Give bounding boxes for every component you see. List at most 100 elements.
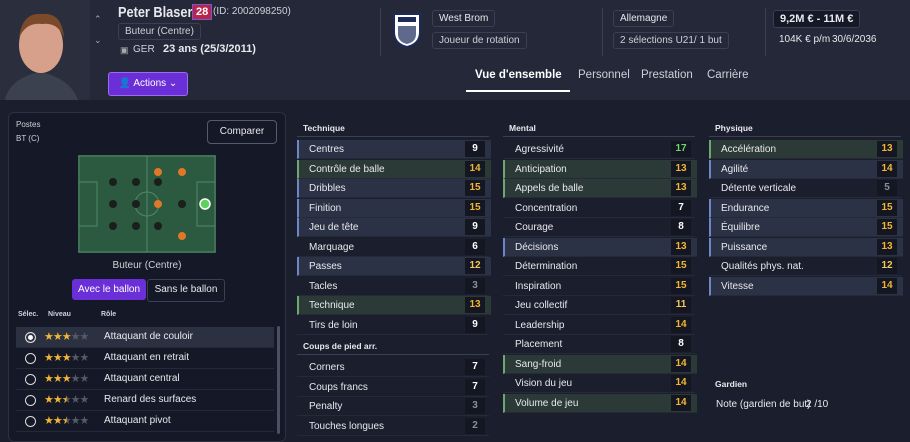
attribute-name: Corners xyxy=(309,362,345,373)
attribute-row xyxy=(297,316,489,335)
attribute-row xyxy=(297,296,491,315)
attribute-value: 13 xyxy=(671,238,691,255)
section-line xyxy=(503,136,695,137)
attribute-name: Tirs de loin xyxy=(309,319,358,331)
attribute-row xyxy=(503,277,695,296)
radio[interactable] xyxy=(25,395,36,406)
attribute-value: 3 xyxy=(465,277,485,294)
attribute-value: 13 xyxy=(671,180,691,196)
attribute-value: 13 xyxy=(877,238,897,255)
section-line xyxy=(297,136,489,137)
attribute-name: Appels de balle xyxy=(515,183,584,194)
squad-number: 28 xyxy=(192,4,213,20)
attribute-row xyxy=(297,417,489,436)
toggle-on[interactable]: Avec le ballon xyxy=(72,279,146,300)
attribute-name: Volume de jeu xyxy=(515,397,579,409)
toggle-off[interactable]: Sans le ballon xyxy=(147,279,225,302)
attribute-name: Technique xyxy=(309,300,355,311)
role-row[interactable] xyxy=(16,390,274,411)
attribute-name: Placement xyxy=(515,339,563,350)
attribute-value: 3 xyxy=(465,398,485,414)
section-title: Mental xyxy=(509,123,536,133)
attribute-value: 14 xyxy=(671,394,691,411)
attribute-row xyxy=(297,140,491,159)
attribute-row xyxy=(297,238,489,257)
role-name: Renard des surfaces xyxy=(104,394,197,405)
radio[interactable] xyxy=(25,374,36,385)
actions-button[interactable]: 👤 Actions ⌄ xyxy=(108,72,188,96)
positions-label: Postes xyxy=(16,120,41,129)
attribute-value: 15 xyxy=(877,219,897,235)
wage: 104K € p/m xyxy=(779,34,831,45)
tab[interactable]: Prestation xyxy=(641,69,693,81)
attribute-value: 5 xyxy=(877,180,897,196)
attribute-value: 14 xyxy=(671,316,691,333)
attribute-value: 2 /10 xyxy=(806,399,829,410)
attribute-name: Anticipation xyxy=(515,163,567,175)
attribute-value: 14 xyxy=(671,355,691,372)
attribute-row xyxy=(297,179,491,198)
attribute-value: 15 xyxy=(465,180,485,196)
attribute-name: Puissance xyxy=(721,241,768,253)
attribute-row xyxy=(709,237,903,257)
attribute-name: Décisions xyxy=(515,241,559,253)
attribute-name: Marquage xyxy=(309,241,355,253)
attribute-name: Vitesse xyxy=(721,280,754,292)
nation: GER xyxy=(133,44,155,55)
attribute-value: 11 xyxy=(671,297,691,313)
attribute-row xyxy=(503,374,695,393)
attribute-name: Leadership xyxy=(515,319,565,331)
attribute-name: Penalty xyxy=(309,401,343,412)
attribute-value: 14 xyxy=(877,277,897,294)
attribute-row xyxy=(503,335,695,354)
role-row[interactable] xyxy=(16,327,274,348)
tab[interactable]: Personnel xyxy=(578,69,630,81)
radio[interactable] xyxy=(25,416,36,427)
scrollbar[interactable] xyxy=(277,326,280,434)
attribute-row xyxy=(503,393,697,413)
attribute-name: Sang-froid xyxy=(515,358,562,370)
attribute-name: Jeu de tête xyxy=(309,222,359,233)
attribute-row xyxy=(503,296,695,315)
stars: ★★★★★ xyxy=(44,331,89,343)
attribute-name: Détente verticale xyxy=(721,183,797,194)
attribute-name: Courage xyxy=(515,222,554,233)
attribute-row xyxy=(297,358,489,377)
compare-button[interactable]: Comparer xyxy=(207,120,277,144)
attribute-row xyxy=(297,198,491,218)
country: Allemagne xyxy=(613,10,675,27)
attribute-value: 12 xyxy=(465,258,485,274)
role-row[interactable] xyxy=(16,369,274,390)
tab[interactable]: Carrière xyxy=(707,69,749,81)
attribute-name: Agressivité xyxy=(515,144,564,155)
attribute-name: Agilité xyxy=(721,163,749,175)
club-crest xyxy=(393,13,421,48)
column-header: Rôle xyxy=(101,311,117,318)
attribute-name: Tacles xyxy=(309,280,338,292)
section-line xyxy=(297,354,489,355)
club-role: Joueur de rotation xyxy=(432,32,527,49)
attribute-name: Finition xyxy=(309,202,342,214)
attribute-row xyxy=(297,159,491,179)
nav-arrows[interactable]: ⌃ ⌄ xyxy=(94,14,102,45)
attribute-value: 15 xyxy=(671,258,691,274)
nation-flag: ▣ xyxy=(120,45,129,55)
attribute-row xyxy=(297,277,489,296)
attribute-row xyxy=(709,198,903,218)
column-header: Sélec. xyxy=(18,311,39,318)
attribute-value: 13 xyxy=(877,141,897,157)
attribute-value: 13 xyxy=(465,297,485,313)
pitch-label: Buteur (Centre) xyxy=(112,260,182,271)
attribute-value: 15 xyxy=(465,199,485,216)
positions: BT (C) xyxy=(16,134,40,143)
role-row[interactable] xyxy=(16,411,274,432)
tab[interactable]: Vue d'ensemble xyxy=(475,69,562,81)
attribute-name: Équilibre xyxy=(721,222,760,233)
separator xyxy=(380,8,381,56)
attribute-row xyxy=(503,140,695,159)
role-row[interactable] xyxy=(16,348,274,369)
attribute-value: 15 xyxy=(877,199,897,216)
attribute-value: 9 xyxy=(465,219,485,235)
radio[interactable] xyxy=(25,332,36,343)
radio[interactable] xyxy=(25,353,36,364)
